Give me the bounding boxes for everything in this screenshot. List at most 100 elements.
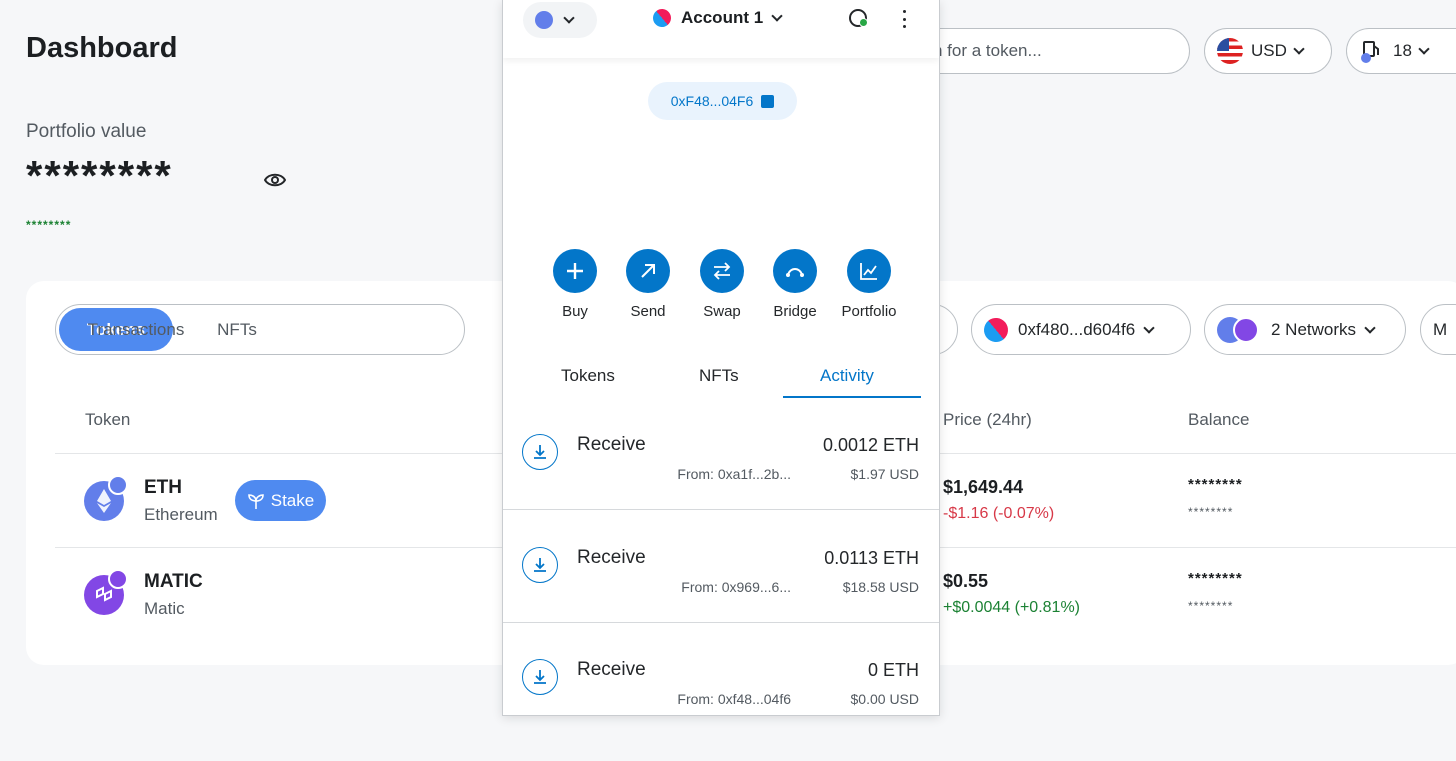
transaction-amount: 0.0012 ETH	[822, 435, 919, 455]
currency-selector[interactable]: USD	[1204, 28, 1332, 74]
chevron-down-icon	[771, 10, 783, 22]
account-filter-label: 0xf480...d604f6	[1018, 319, 1136, 339]
transaction-amount: 0 ETH	[867, 660, 919, 680]
page-title: Dashboard	[26, 32, 178, 64]
token-price-change: -$1.16 (-0.07%)	[943, 505, 1055, 522]
column-header-balance: Balance	[1188, 410, 1250, 429]
popup-tab-nfts[interactable]: NFTs	[699, 366, 739, 385]
column-header-price: Price (24hr)	[943, 410, 1032, 429]
buy-label: Buy	[562, 303, 588, 320]
transaction-from: From: 0xa1f...2b...	[677, 466, 791, 482]
us-flag-icon	[1217, 38, 1243, 64]
eye-icon[interactable]	[264, 172, 286, 188]
transaction-from: From: 0x969...6...	[681, 579, 791, 595]
kebab-menu-icon[interactable]	[903, 10, 907, 28]
buy-button[interactable]: Buy	[540, 249, 610, 320]
portfolio-change: ********	[26, 218, 72, 232]
transaction-fiat: $1.97 USD	[850, 466, 919, 482]
token-symbol[interactable]: ETH	[144, 477, 182, 498]
send-label: Send	[630, 303, 666, 320]
transaction-fiat: $0.00 USD	[850, 691, 919, 707]
stake-button[interactable]: Stake	[235, 480, 326, 521]
chevron-down-icon	[1293, 43, 1305, 55]
token-price: $1,649.44	[943, 477, 1024, 497]
bridge-button[interactable]: Bridge	[760, 249, 830, 320]
chevron-down-icon	[563, 12, 575, 24]
matic-token-icon	[84, 575, 124, 615]
account-avatar	[649, 5, 675, 31]
network-icons	[1217, 316, 1261, 343]
chevron-down-icon	[1418, 43, 1430, 55]
network-filter[interactable]: 2 Networks	[1204, 304, 1406, 355]
token-symbol[interactable]: MATIC	[144, 571, 203, 592]
ethereum-network-icon	[535, 11, 553, 29]
popup-tab-activity[interactable]: Activity	[820, 366, 874, 385]
swap-button[interactable]: Swap	[687, 249, 757, 320]
swap-arrows-icon	[713, 262, 731, 280]
transaction-type: Receive	[577, 659, 646, 680]
account-name: Account 1	[681, 8, 764, 27]
chevron-down-icon	[1143, 321, 1155, 334]
account-picker-button[interactable]: Account 1	[649, 5, 783, 31]
portfolio-label: Portfolio	[841, 303, 897, 320]
account-avatar	[979, 312, 1013, 347]
gas-selector[interactable]: 18	[1346, 28, 1456, 74]
wallet-popup: Account 1 0xF48...04F6 Buy Send Swap Bri…	[502, 0, 940, 716]
swap-label: Swap	[703, 303, 741, 320]
active-tab-indicator	[783, 396, 921, 398]
token-price-change: +$0.0044 (+0.81%)	[943, 599, 1080, 616]
eth-network-badge-icon	[108, 475, 128, 495]
transaction-amount: 0.0113 ETH	[824, 548, 919, 568]
receive-icon	[522, 659, 558, 695]
send-button[interactable]: Send	[613, 249, 683, 320]
transaction-divider	[503, 509, 939, 510]
gas-pump-icon	[1361, 41, 1379, 63]
transaction-item[interactable]: Receive 0 ETH From: 0xf48...04f6 $0.00 U…	[503, 639, 939, 715]
portfolio-value: ********	[26, 152, 173, 199]
network-filter-label: 2 Networks	[1271, 319, 1357, 339]
transaction-item[interactable]: Receive 0.0012 ETH From: 0xa1f...2b... $…	[503, 414, 939, 526]
receive-icon	[522, 547, 558, 583]
token-balance: ********	[1188, 476, 1243, 493]
transaction-divider	[503, 622, 939, 623]
token-balance-fiat: ********	[1188, 505, 1234, 519]
currency-label: USD	[1251, 41, 1287, 60]
account-filter[interactable]: 0xf480...d604f6	[971, 304, 1191, 355]
token-search-input[interactable]: n for a token...	[890, 28, 1190, 74]
transaction-from: From: 0xf48...04f6	[677, 691, 791, 707]
popup-header: Account 1	[503, 0, 939, 58]
column-header-token: Token	[85, 410, 131, 429]
popup-tab-tokens[interactable]: Tokens	[561, 366, 615, 385]
token-price: $0.55	[943, 571, 989, 591]
copy-icon	[761, 94, 775, 108]
portfolio-button[interactable]: Portfolio	[834, 249, 904, 320]
token-name: Matic	[144, 599, 185, 618]
address-copy-button[interactable]: 0xF48...04F6	[648, 82, 797, 120]
token-balance-fiat: ********	[1188, 599, 1234, 613]
token-balance: ********	[1188, 570, 1243, 587]
more-filter-label: M	[1433, 319, 1448, 339]
tab-transactions[interactable]: Transactions	[87, 319, 185, 339]
matic-network-badge-icon	[108, 569, 128, 589]
dashboard-tabs: Tokens NFTs Transactions	[55, 304, 465, 355]
transaction-fiat: $18.58 USD	[842, 579, 919, 595]
token-name: Ethereum	[144, 505, 218, 524]
arrow-up-right-icon	[641, 264, 655, 278]
bridge-icon	[786, 268, 804, 277]
gas-value: 18	[1393, 41, 1412, 60]
connection-status-dot	[859, 18, 868, 27]
portfolio-label: Portfolio value	[26, 121, 147, 142]
transaction-type: Receive	[577, 434, 646, 455]
tab-tokens[interactable]: Tokens	[59, 308, 173, 351]
chevron-down-icon	[1364, 321, 1376, 334]
receive-icon	[522, 434, 558, 470]
transaction-item[interactable]: Receive 0.0113 ETH From: 0x969...6... $1…	[503, 527, 939, 639]
chart-icon	[860, 263, 877, 280]
network-picker-button[interactable]	[523, 2, 597, 38]
bridge-label: Bridge	[773, 303, 817, 320]
tab-nfts[interactable]: NFTs	[217, 319, 257, 339]
stake-label: Stake	[270, 490, 315, 510]
sprout-icon	[247, 493, 264, 509]
transaction-type: Receive	[577, 547, 646, 568]
account-address: 0xF48...04F6	[670, 93, 754, 109]
